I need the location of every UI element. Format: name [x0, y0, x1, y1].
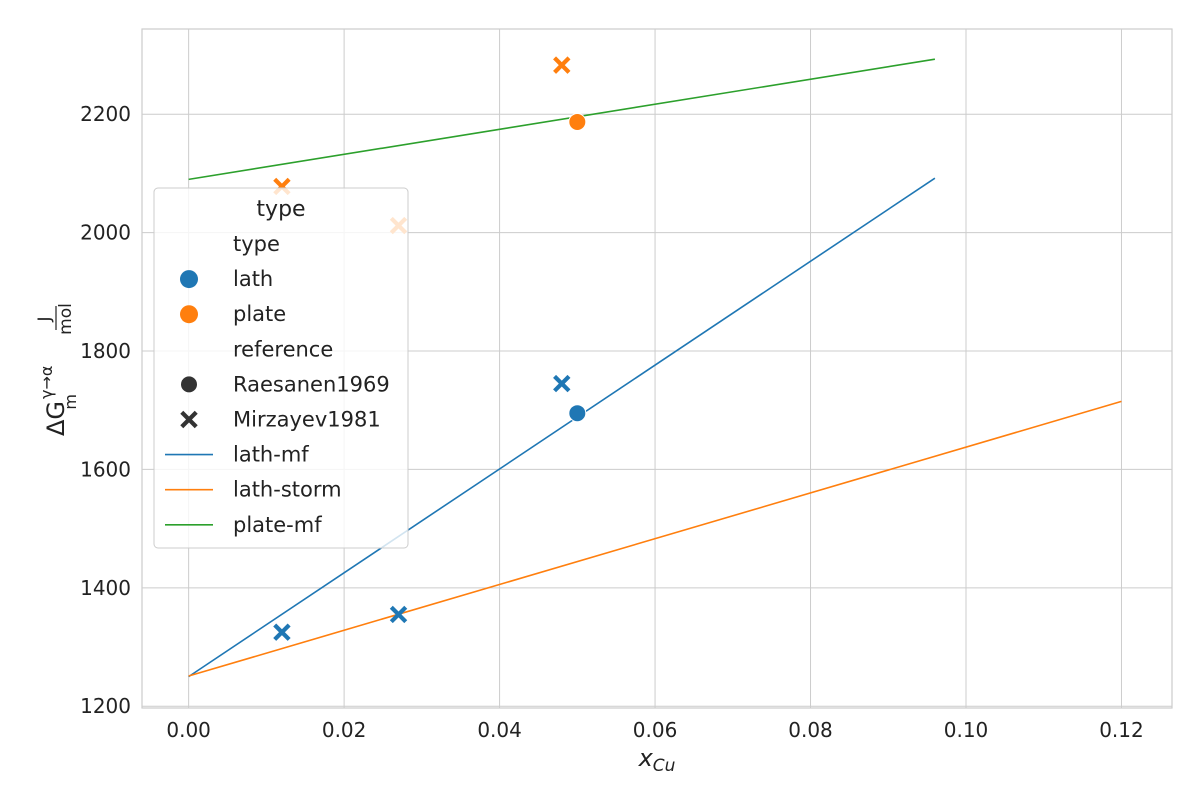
x-tick-label: 0.08 [788, 718, 833, 742]
legend-marker-lath [180, 270, 198, 289]
legend: type type lath plate reference Raesanen1969 M… [153, 187, 409, 549]
legend-marker-Raesanen1969 [180, 375, 198, 394]
legend-label-lath-storm: lath-storm [233, 478, 342, 502]
line-plate-mf [188, 58, 936, 181]
y-tick-label: 1800 [80, 339, 131, 363]
point-plate-Raesanen1969 [568, 112, 587, 131]
legend-label-Mirzayev1981: Mirzayev1981 [233, 408, 381, 432]
legend-label-lath-mf: lath-mf [233, 443, 309, 467]
point-lath-Mirzayev1981-stroke-b [553, 374, 571, 393]
legend-label-type: type [233, 232, 280, 256]
point-lath-Mirzayev1981-stroke-b [389, 605, 408, 624]
line-lath-storm [188, 400, 1122, 677]
y-axis-unit-numerator: J [35, 316, 55, 322]
x-axis-label: xCu [638, 744, 676, 776]
y-tick-label: 2000 [80, 221, 131, 245]
point-lath-Mirzayev1981 [273, 623, 291, 641]
legend-label-Raesanen1969: Raesanen1969 [233, 372, 390, 396]
x-tick-label: 0.04 [477, 718, 522, 742]
y-axis-label-main: ΔGγ→αm [37, 366, 80, 436]
x-axis-ticks: 0.00 0.02 0.04 0.06 0.08 0.10 0.12 [166, 718, 1143, 742]
legend-label-reference: reference [233, 337, 333, 361]
legend-label-lath: lath [233, 267, 273, 291]
x-tick-label: 0.00 [166, 718, 211, 742]
y-axis-ticks: 1200 1400 1600 1800 2000 2200 [80, 102, 131, 718]
legend-entries: type lath plate reference Raesanen1969 Mirzay… [165, 232, 390, 537]
y-tick-label: 1200 [80, 694, 131, 718]
point-lath-Mirzayev1981 [553, 374, 571, 393]
point-lath-Mirzayev1981 [389, 605, 408, 624]
x-tick-label: 0.02 [322, 718, 367, 742]
legend-label-plate: plate [233, 302, 286, 326]
legend-box [153, 187, 409, 549]
y-axis-label: ΔGγ→αm J mol [35, 303, 80, 436]
x-tick-label: 0.06 [633, 718, 678, 742]
legend-title: type [256, 197, 305, 222]
point-plate-Mirzayev1981-stroke-b [553, 56, 571, 74]
legend-marker-plate [180, 305, 198, 324]
legend-marker-Mirzayev1981-stroke-b [180, 410, 198, 429]
y-tick-label: 1600 [80, 457, 131, 481]
y-axis-unit-denominator: mol [56, 303, 76, 335]
point-plate-Mirzayev1981 [553, 56, 571, 74]
legend-label-plate-mf: plate-mf [233, 513, 322, 537]
y-tick-label: 1400 [80, 576, 131, 600]
x-tick-label: 0.12 [1099, 718, 1144, 742]
x-tick-label: 0.10 [944, 718, 989, 742]
line-lath-mf [188, 177, 936, 678]
fit-lines [188, 58, 1122, 678]
point-lath-Mirzayev1981-stroke-b [273, 623, 291, 641]
y-tick-label: 2200 [80, 102, 131, 126]
legend-marker-Mirzayev1981 [180, 410, 198, 429]
point-lath-Raesanen1969 [568, 404, 587, 423]
